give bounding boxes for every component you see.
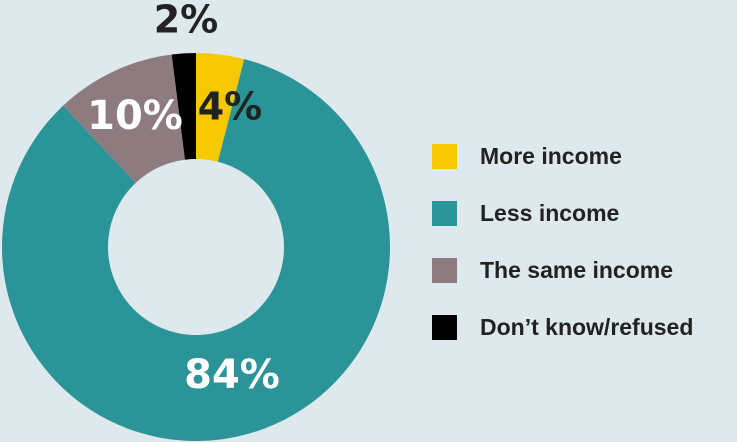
legend: More income Less income The same income …: [432, 142, 693, 370]
legend-label-dont-know: Don’t know/refused: [480, 313, 694, 340]
legend-label-less-income: Less income: [480, 199, 620, 226]
legend-item-less-income: Less income: [432, 199, 693, 227]
legend-label-more-income: More income: [480, 142, 622, 169]
slice-label-dont-know: 2%: [154, 0, 219, 42]
slice-less-income: [1, 59, 390, 441]
legend-swatch-dont-know: [432, 314, 457, 340]
slice-label-less-income: 84%: [184, 352, 280, 398]
legend-item-dont-know: Don’t know/refused: [432, 313, 693, 341]
legend-item-same-income: The same income: [432, 256, 693, 284]
slice-label-more-income: 4%: [198, 85, 263, 129]
slice-label-same-income: 10%: [87, 93, 183, 139]
legend-swatch-same-income: [432, 257, 457, 283]
legend-item-more-income: More income: [432, 142, 693, 170]
legend-swatch-less-income: [432, 200, 457, 226]
legend-swatch-more-income: [432, 143, 457, 169]
slice-more-income: [196, 53, 245, 162]
legend-label-same-income: The same income: [480, 256, 674, 283]
slice-dont-know: [171, 53, 196, 160]
slice-same-income: [63, 54, 185, 183]
